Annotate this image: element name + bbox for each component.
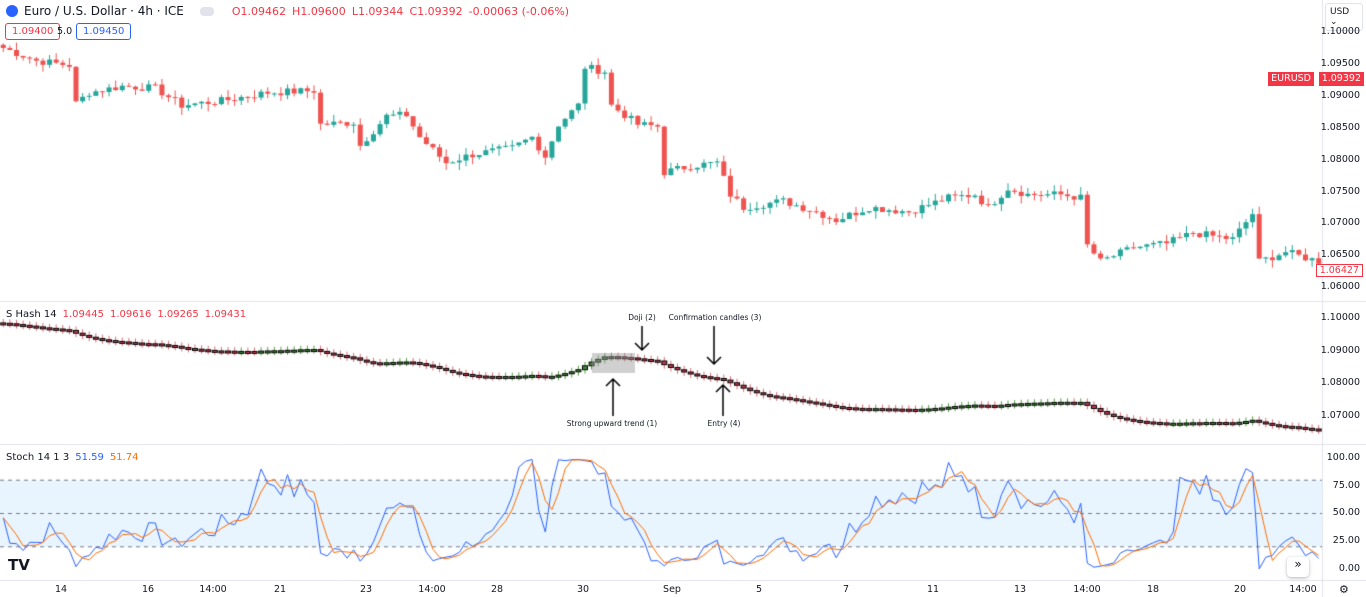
time-axis-label: 7 [842, 584, 850, 595]
settings-gear-icon[interactable]: ⚙ [1339, 583, 1349, 596]
stoch-axis-label: 0.00 [1338, 562, 1360, 574]
time-axis-label: 21 [273, 584, 287, 595]
time-axis-label: 14 [54, 584, 68, 595]
ohlc-low: L1.09344 [351, 4, 404, 18]
time-axis-label: 20 [1233, 584, 1247, 595]
stoch-axis-label: 50.00 [1332, 507, 1360, 519]
annotation-trend: Strong upward trend (1) [566, 419, 658, 428]
tradingview-logo[interactable]: TV [8, 556, 30, 574]
price-axis-label: 1.07500 [1320, 185, 1360, 197]
price-axis-label: 1.07000 [1320, 217, 1360, 229]
hash-axis-label: 1.08000 [1320, 377, 1360, 389]
price-axis-label: 1.08000 [1320, 153, 1360, 165]
scroll-to-realtime-button[interactable]: » [1287, 557, 1309, 577]
collapse-legend-button[interactable] [199, 6, 214, 16]
time-axis-label: 13 [1013, 584, 1027, 595]
hash-axis-label: 1.09000 [1320, 344, 1360, 356]
annotation-entry: Entry (4) [707, 419, 741, 428]
time-axis-label: 23 [359, 584, 373, 595]
price-axis-label: 1.08500 [1320, 121, 1360, 133]
price-axis-label: 1.09000 [1320, 89, 1360, 101]
price-axis-label: 1.10000 [1320, 26, 1360, 37]
time-axis-label: 5 [755, 584, 763, 595]
currency-select[interactable]: USD ⌄ [1325, 3, 1363, 31]
time-axis-label: 16 [141, 584, 155, 595]
currency-label: USD [1330, 7, 1350, 17]
stoch-legend: Stoch 14 1 3 51.59 51.74 [6, 452, 139, 463]
hash-axis-label: 1.07000 [1320, 410, 1360, 422]
symbol-legend: Euro / U.S. Dollar · 4h · ICE O1.09462 H… [6, 4, 569, 18]
price-axis-label: 1.06000 [1320, 281, 1360, 293]
symbol-title[interactable]: Euro / U.S. Dollar · 4h · ICE [24, 4, 184, 18]
time-axis-label: 14:00 [1073, 584, 1101, 595]
time-axis-label: Sep [663, 584, 681, 595]
annotation-confirmation: Confirmation candles (3) [668, 313, 762, 322]
hash-axis-label: 1.10000 [1320, 312, 1360, 323]
stoch-axis-label: 25.00 [1332, 535, 1360, 547]
sell-price-button[interactable]: 1.09400 [5, 23, 61, 40]
hash-title[interactable]: S Hash 14 [6, 309, 57, 320]
hash-open: 1.09445 [62, 309, 104, 320]
globe-icon [6, 5, 18, 17]
ohlc-open: O1.09462 [231, 4, 287, 18]
price-axis-label: 1.06500 [1320, 249, 1360, 261]
crosshair-price-tag: 1.06427 [1315, 264, 1363, 277]
hash-low: 1.09265 [157, 309, 199, 320]
annotation-doji: Doji (2) [628, 313, 656, 322]
last-price-tag: 1.09392 [1318, 72, 1364, 86]
spread-value: 5.0 [57, 26, 73, 37]
ohlc-high: H1.09600 [292, 4, 346, 18]
time-axis-label: 14:00 [199, 584, 227, 595]
stoch-d-value: 51.74 [109, 452, 139, 463]
stoch-title[interactable]: Stoch 14 1 3 [6, 452, 70, 463]
stoch-k-value: 51.59 [75, 452, 104, 463]
ohlc-close: C1.09392 [409, 4, 463, 18]
stoch-axis-label: 100.00 [1326, 452, 1360, 463]
buy-price-button[interactable]: 1.09450 [76, 23, 132, 40]
stoch-axis-label: 75.00 [1332, 479, 1360, 491]
hash-close: 1.09431 [204, 309, 247, 320]
time-axis-label: 18 [1146, 584, 1160, 595]
time-axis-label: 14:00 [418, 584, 446, 595]
time-axis-label: 30 [576, 584, 590, 595]
ohlc-change: -0.00063 (-0.06%) [468, 4, 570, 18]
price-axis-label: 1.09500 [1320, 57, 1360, 69]
time-axis-label: 14:00 [1289, 584, 1317, 595]
hash-legend: S Hash 14 1.09445 1.09616 1.09265 1.0943… [6, 309, 246, 320]
time-axis-label: 11 [926, 584, 940, 595]
hash-high: 1.09616 [109, 309, 152, 320]
time-axis-label: 28 [490, 584, 504, 595]
symbol-tag: EURUSD [1268, 72, 1314, 86]
